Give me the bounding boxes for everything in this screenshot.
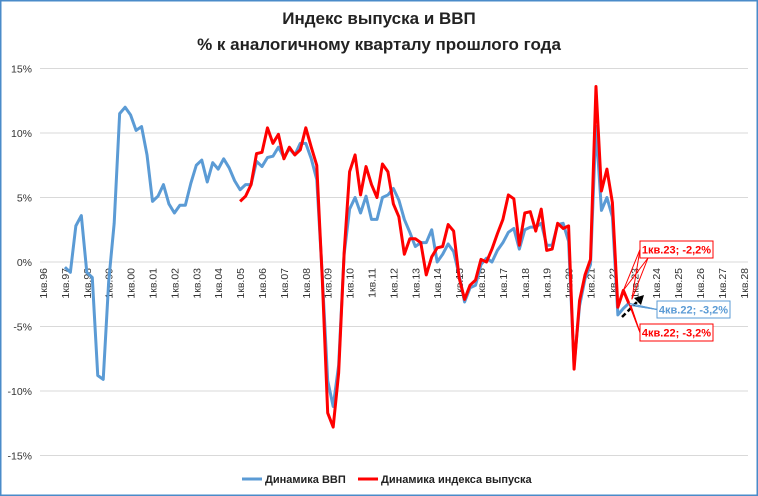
y-tick-label: -10% bbox=[7, 386, 32, 398]
x-tick-label: 1кв.17 bbox=[498, 268, 510, 299]
x-tick-label: 1кв.02 bbox=[169, 268, 181, 299]
x-tick-label: 1кв.07 bbox=[279, 268, 291, 299]
y-tick-label: -5% bbox=[13, 322, 32, 334]
gridlines bbox=[40, 68, 748, 456]
x-tick-label: 1кв.03 bbox=[191, 268, 203, 299]
y-tick-label: -15% bbox=[7, 451, 32, 463]
series-line-output bbox=[239, 85, 631, 429]
x-tick-label: 1кв.97 bbox=[60, 268, 72, 299]
x-tick-label: 1кв.27 bbox=[717, 268, 729, 299]
annotation-leader bbox=[630, 305, 641, 333]
chart-title-line1: Индекс выпуска и ВВП bbox=[282, 9, 476, 28]
x-tick-label: 1кв.11 bbox=[367, 268, 379, 298]
y-axis: 15% 10% 5% 0% -5% -10% -15% bbox=[7, 64, 32, 463]
x-tick-label: 1кв.12 bbox=[388, 268, 400, 299]
annotation-output-4q22: 4кв.22; -3,2% bbox=[642, 328, 711, 340]
x-tick-label: 1кв.21 bbox=[586, 268, 598, 299]
x-tick-label: 1кв.14 bbox=[432, 268, 444, 299]
x-tick-label: 1кв.26 bbox=[695, 268, 707, 299]
x-tick-label: 1кв.18 bbox=[520, 268, 532, 299]
y-tick-label: 0% bbox=[17, 257, 32, 269]
annotation-gdp-4q22: 4кв.22; -3,2% bbox=[659, 305, 728, 317]
x-tick-label: 1кв.19 bbox=[542, 268, 554, 299]
annotation-leader bbox=[629, 304, 658, 310]
annotation-leader bbox=[622, 249, 641, 291]
x-tick-label: 1кв.25 bbox=[673, 268, 685, 299]
x-tick-label: 1кв.01 bbox=[148, 268, 160, 299]
x-tick-label: 1кв.24 bbox=[651, 268, 663, 299]
annotation-leader bbox=[631, 249, 641, 300]
annotation-box bbox=[656, 300, 731, 319]
legend: Динамика ВВП Динамика индекса выпуска bbox=[242, 474, 532, 486]
y-tick-label: 15% bbox=[11, 64, 32, 76]
annotation-box bbox=[639, 240, 714, 259]
chart-title-line2: % к аналогичному кварталу прошлого года bbox=[197, 35, 561, 54]
x-tick-label: 1кв.28 bbox=[739, 268, 751, 299]
annotation-box bbox=[639, 323, 714, 342]
series-lines bbox=[63, 85, 631, 429]
x-tick-label: 1кв.08 bbox=[301, 268, 313, 299]
legend-label-output: Динамика индекса выпуска bbox=[381, 474, 532, 486]
x-axis: 1кв.96 1кв.97 1кв.98 1кв.99 1кв.00 1кв.01 1кв.… bbox=[38, 268, 751, 299]
x-tick-label: 1кв.23 bbox=[629, 268, 641, 299]
annotations: 1кв.23; -2,2% 4кв.22; -3,2% 4кв.22; -3,2% bbox=[621, 240, 731, 342]
x-tick-label: 1кв.05 bbox=[235, 268, 247, 299]
y-tick-label: 10% bbox=[11, 128, 32, 140]
x-tick-label: 1кв.00 bbox=[126, 268, 138, 299]
x-tick-label: 1кв.13 bbox=[410, 268, 422, 299]
annotation-output-1q23: 1кв.23; -2,2% bbox=[642, 245, 711, 257]
x-tick-label: 1кв.96 bbox=[38, 268, 50, 299]
y-tick-label: 5% bbox=[17, 193, 32, 205]
annotation-leader bbox=[631, 257, 649, 300]
x-tick-label: 1кв.10 bbox=[345, 268, 357, 299]
x-tick-label: 1кв.06 bbox=[257, 268, 269, 299]
trend-arrow-head bbox=[634, 295, 644, 305]
legend-label-gdp: Динамика ВВП bbox=[265, 474, 346, 486]
x-tick-label: 1кв.04 bbox=[213, 268, 225, 299]
x-tick-label: 1кв.09 bbox=[323, 268, 335, 299]
